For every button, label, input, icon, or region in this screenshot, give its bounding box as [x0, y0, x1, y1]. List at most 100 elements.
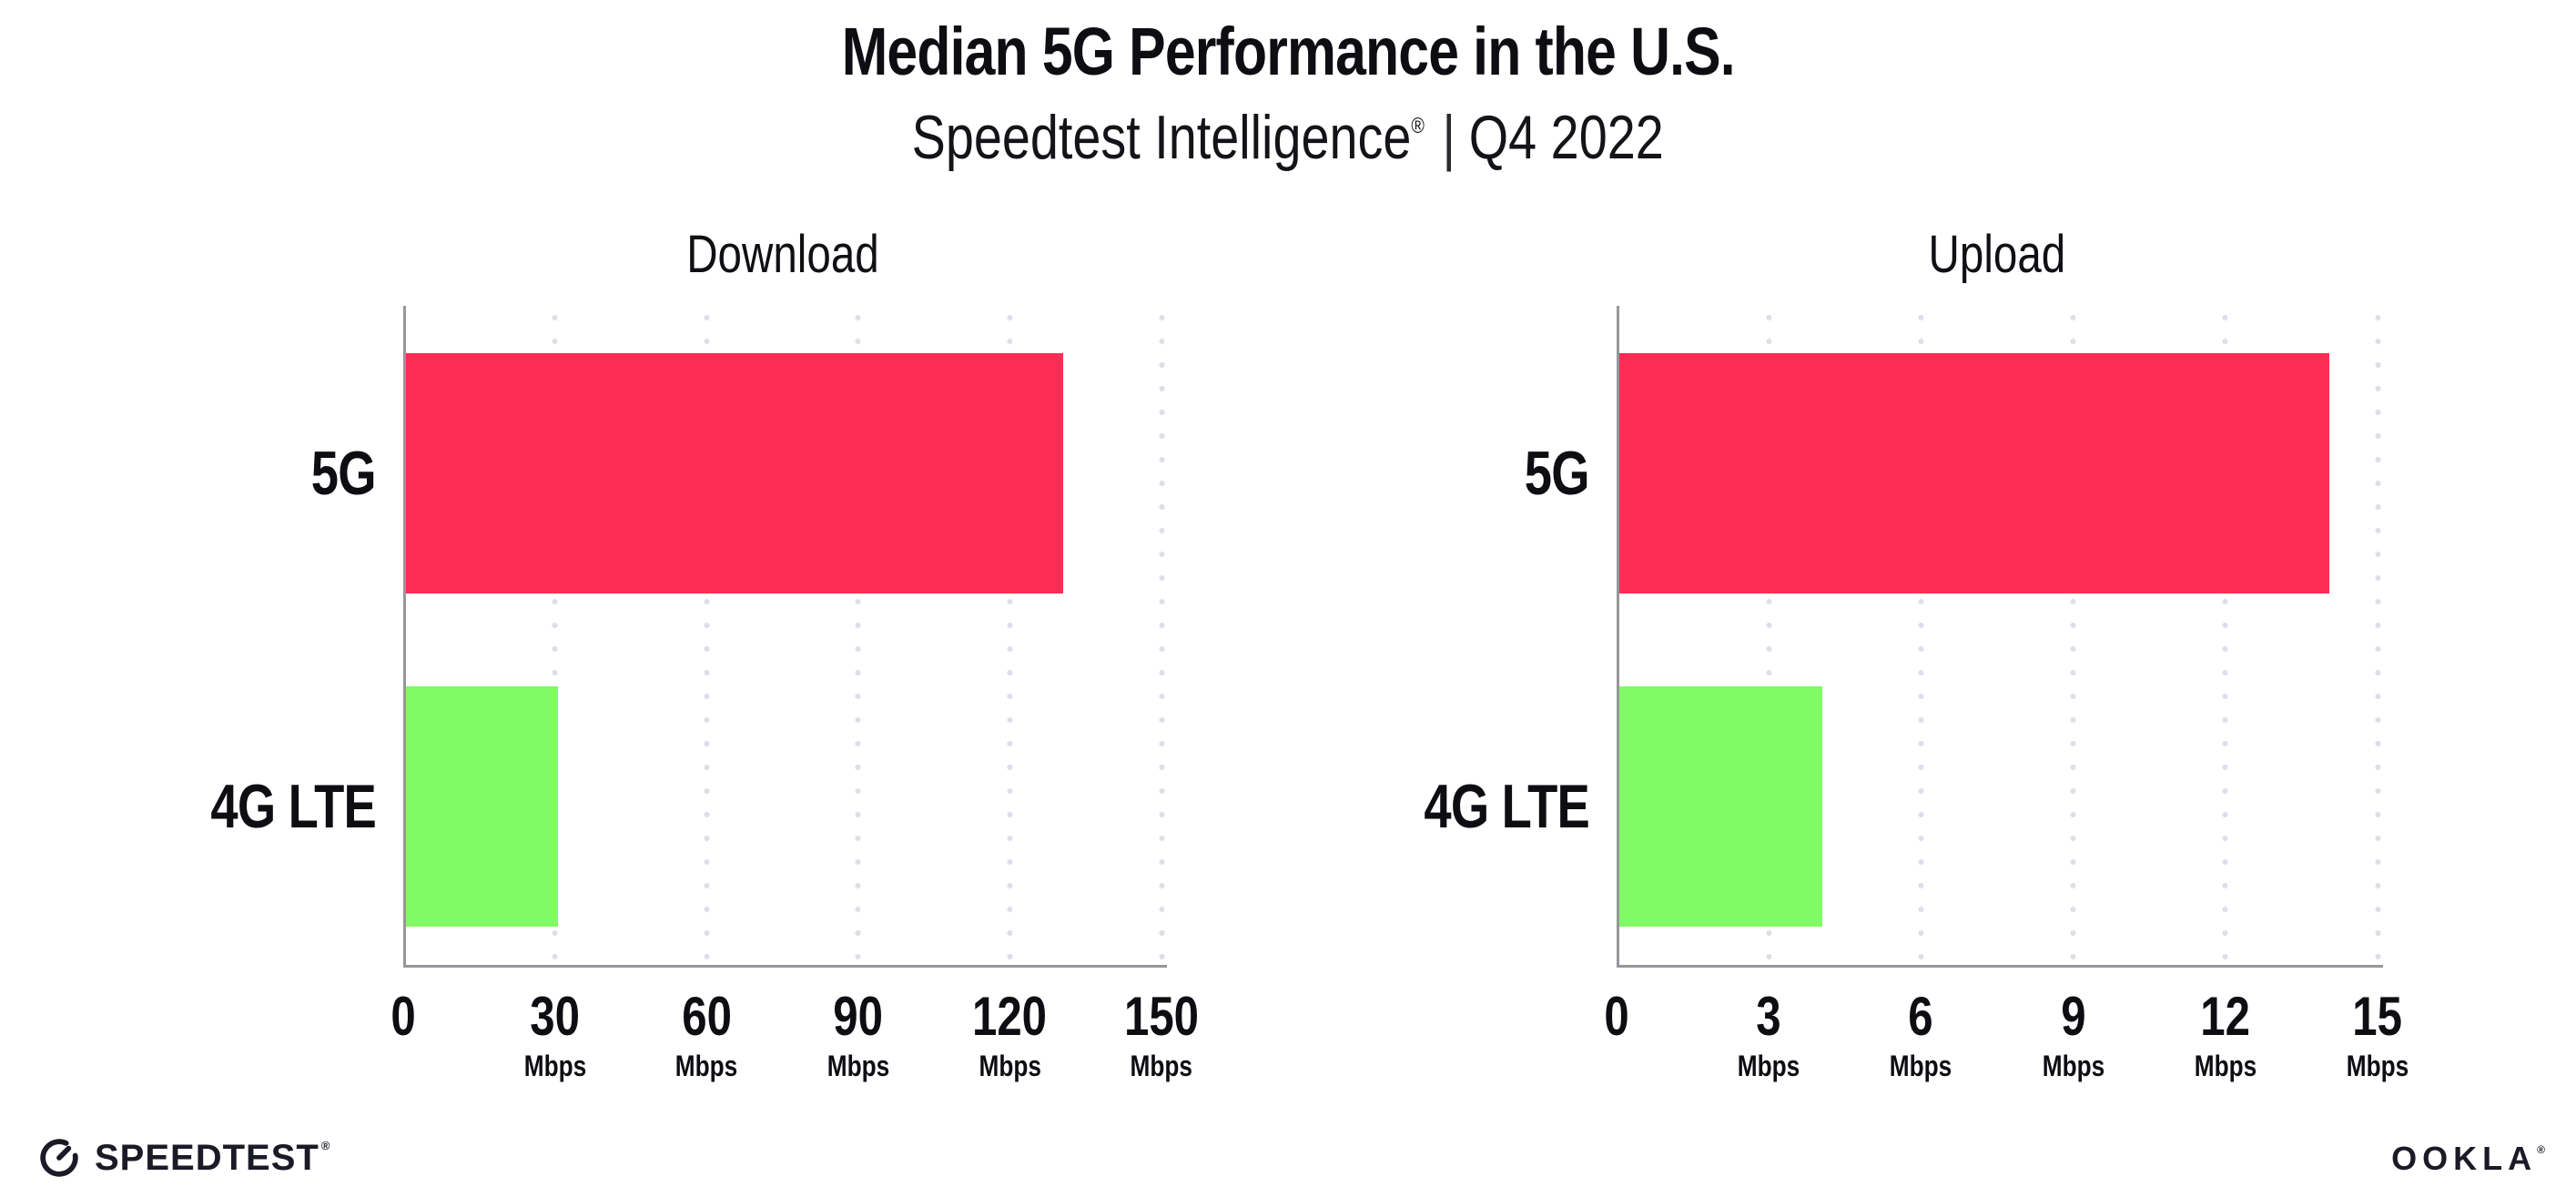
- x-tick-unit-text: Mbps: [2346, 1050, 2409, 1082]
- x-tick-number: 12: [2187, 989, 2264, 1045]
- x-tick-number: 15: [2339, 989, 2416, 1045]
- x-tick-unit: Mbps: [820, 1050, 897, 1081]
- speedtest-logo-text: SPEEDTEST ®: [95, 1137, 331, 1178]
- x-tick-number-text: 15: [2352, 986, 2403, 1047]
- speedtest-logo: SPEEDTEST ®: [38, 1136, 330, 1180]
- ookla-logo: OOKLA®: [2391, 1140, 2545, 1178]
- gridline: [2222, 306, 2229, 965]
- chart-title-text: Download: [685, 225, 879, 284]
- x-tick-label: 9 Mbps: [2035, 989, 2112, 1082]
- page-title-text: Median 5G Performance in the U.S.: [841, 14, 1735, 89]
- x-tick-label: 150 Mbps: [1116, 989, 1207, 1082]
- x-tick-unit: Mbps: [1116, 1050, 1207, 1081]
- x-tick-unit: Mbps: [964, 1050, 1055, 1081]
- subtitle-brand: Speedtest Intelligence: [911, 103, 1412, 172]
- x-tick-label: 0: [1601, 989, 1631, 1045]
- chart-title-text: Upload: [1928, 225, 2066, 284]
- page-subtitle: Speedtest Intelligence® | Q4 2022: [0, 102, 2576, 173]
- x-tick-number: 9: [2035, 989, 2112, 1045]
- speedtest-registered-mark: ®: [320, 1138, 331, 1152]
- chart-title: Download: [464, 224, 1101, 285]
- x-tick-number-text: 12: [2200, 986, 2251, 1047]
- x-tick-number-text: 3: [1756, 986, 1781, 1047]
- registered-trademark-symbol: ®: [1411, 114, 1425, 138]
- x-tick-label: 6 Mbps: [1883, 989, 1960, 1082]
- x-tick-label: 120 Mbps: [964, 989, 1055, 1082]
- x-tick-unit-text: Mbps: [523, 1050, 586, 1082]
- x-tick-label: 60 Mbps: [668, 989, 745, 1082]
- x-tick-unit: Mbps: [2339, 1050, 2416, 1081]
- category-label-text: 5G: [1525, 439, 1590, 508]
- x-tick-label: 3 Mbps: [1730, 989, 1807, 1082]
- bar-5g-upload: [1619, 353, 2330, 593]
- gridline: [1917, 306, 1924, 965]
- category-label-4g-lte: 4G LTE: [1034, 766, 1589, 847]
- x-tick-number: 150: [1116, 989, 1207, 1045]
- category-label-text: 4G LTE: [210, 772, 376, 841]
- x-tick-number: 6: [1883, 989, 1960, 1045]
- x-tick-number-text: 120: [972, 986, 1048, 1047]
- gridline: [1158, 306, 1165, 965]
- subtitle-separator: |: [1442, 103, 1456, 172]
- category-label-text: 5G: [311, 439, 377, 508]
- x-tick-unit: Mbps: [668, 1050, 745, 1081]
- gridline: [1006, 306, 1013, 965]
- x-tick-number: 0: [388, 989, 418, 1045]
- x-tick-number-text: 150: [1123, 986, 1200, 1047]
- x-tick-unit-text: Mbps: [827, 1050, 890, 1082]
- x-tick-number-text: 90: [833, 986, 884, 1047]
- chart-title: Upload: [1678, 224, 2316, 285]
- gridline: [703, 306, 710, 965]
- x-tick-label: 12 Mbps: [2187, 989, 2264, 1082]
- x-tick-number: 0: [1601, 989, 1631, 1045]
- x-tick-unit-text: Mbps: [2194, 1050, 2257, 1082]
- ookla-logo-text: OOKLA: [2391, 1140, 2538, 1177]
- x-tick-unit: Mbps: [1730, 1050, 1807, 1081]
- bar-5g-download: [406, 353, 1063, 593]
- gridline: [1765, 306, 1772, 965]
- x-tick-unit-text: Mbps: [979, 1050, 1041, 1082]
- x-tick-unit-text: Mbps: [1130, 1050, 1193, 1082]
- x-tick-unit-text: Mbps: [1737, 1050, 1800, 1082]
- x-tick-unit: Mbps: [2035, 1050, 2112, 1081]
- x-tick-label: 0: [388, 989, 418, 1045]
- bar-4g-lte-download: [406, 686, 558, 927]
- x-axis-line: [1617, 965, 2383, 968]
- x-tick-number-text: 60: [681, 986, 732, 1047]
- subtitle-period: Q4 2022: [1469, 103, 1665, 172]
- x-tick-label: 30 Mbps: [517, 989, 593, 1082]
- x-tick-number: 30: [517, 989, 593, 1045]
- x-tick-unit: Mbps: [517, 1050, 593, 1081]
- y-axis-line: [403, 306, 406, 968]
- x-tick-unit: Mbps: [2187, 1050, 2264, 1081]
- x-tick-number: 60: [668, 989, 745, 1045]
- category-label-4g-lte: 4G LTE: [0, 766, 376, 847]
- category-label-5g: 5G: [0, 432, 377, 514]
- x-axis-line: [403, 965, 1167, 968]
- bar-4g-lte-upload: [1619, 686, 1822, 927]
- page-title: Median 5G Performance in the U.S.: [0, 13, 2576, 90]
- ookla-registered-mark: ®: [2537, 1143, 2545, 1156]
- category-label-text: 4G LTE: [1424, 772, 1589, 841]
- x-tick-number: 3: [1730, 989, 1807, 1045]
- gridline: [2374, 306, 2381, 965]
- x-tick-unit-text: Mbps: [674, 1050, 738, 1082]
- x-tick-unit: Mbps: [1883, 1050, 1960, 1081]
- x-tick-label: 15 Mbps: [2339, 989, 2416, 1082]
- gridline: [552, 306, 559, 965]
- x-tick-unit-text: Mbps: [1890, 1050, 1952, 1082]
- gridline: [855, 306, 862, 965]
- x-tick-number-text: 0: [1604, 986, 1629, 1047]
- x-tick-number-text: 30: [530, 986, 580, 1047]
- x-tick-number: 120: [964, 989, 1055, 1045]
- speedtest-gauge-icon: [40, 1139, 78, 1177]
- y-axis-line: [1617, 306, 1619, 968]
- x-tick-unit-text: Mbps: [2042, 1050, 2104, 1082]
- x-tick-number: 90: [820, 989, 897, 1045]
- x-tick-label: 90 Mbps: [820, 989, 897, 1082]
- x-tick-number-text: 0: [390, 986, 416, 1047]
- category-label-5g: 5G: [1034, 432, 1590, 514]
- x-tick-number-text: 9: [2060, 986, 2086, 1047]
- gridline: [2070, 306, 2077, 965]
- x-tick-number-text: 6: [1908, 986, 1934, 1047]
